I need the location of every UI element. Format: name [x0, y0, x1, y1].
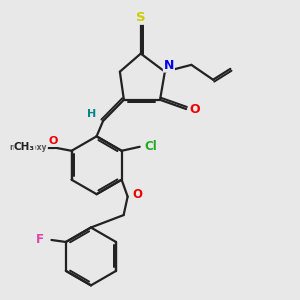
Text: methoxy: methoxy [10, 143, 47, 152]
Text: N: N [164, 59, 174, 72]
Text: O: O [190, 103, 200, 116]
Text: H: H [87, 109, 96, 119]
Text: S: S [136, 11, 146, 24]
Text: O: O [48, 136, 58, 146]
Text: F: F [36, 233, 44, 247]
Text: O: O [132, 188, 142, 201]
Text: Cl: Cl [144, 140, 157, 153]
Text: CH₃: CH₃ [14, 142, 35, 152]
